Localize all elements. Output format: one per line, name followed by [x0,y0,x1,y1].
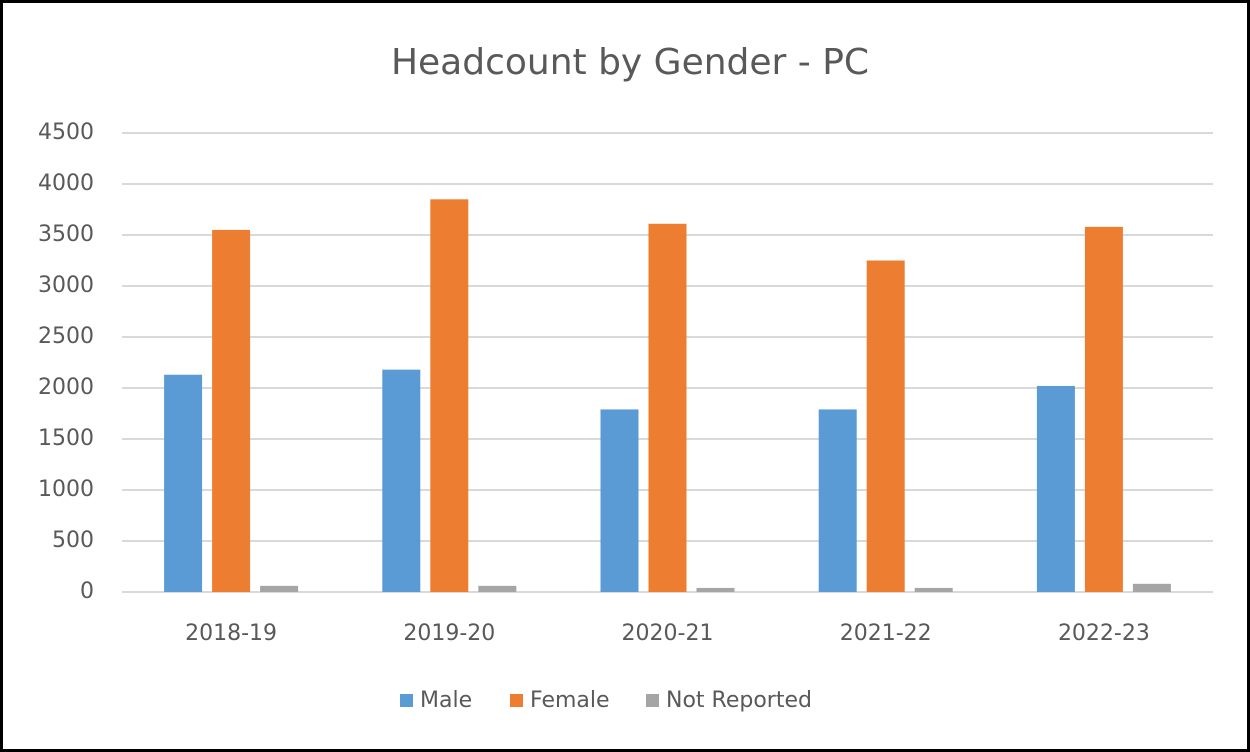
bar [1036,385,1075,592]
y-tick-label: 500 [52,528,94,553]
legend-swatch [510,694,523,707]
y-tick-label: 2000 [38,375,94,400]
y-tick-label: 3000 [38,273,94,298]
bar [1084,226,1123,592]
y-tick-label: 3500 [38,222,94,247]
legend-swatch [646,694,659,707]
y-tick-label: 4500 [38,120,94,145]
bar [430,199,469,593]
bar [696,587,735,592]
bar [866,260,905,592]
x-tick-label: 2022-23 [1058,621,1150,646]
bar [600,409,639,592]
bar [648,223,687,592]
legend-label: Not Reported [666,688,812,713]
bar [212,229,251,592]
bar [260,585,299,592]
bar [382,369,421,592]
bar [1132,583,1171,592]
y-tick-label: 4000 [38,171,94,196]
x-tick-label: 2020-21 [622,621,714,646]
legend-label: Female [530,688,610,713]
bar [818,409,857,592]
y-tick-label: 1500 [38,426,94,451]
y-tick-label: 0 [80,579,94,604]
bar [914,587,953,592]
x-tick-label: 2018-19 [185,621,277,646]
y-tick-label: 2500 [38,324,94,349]
bar [164,374,203,592]
x-tick-label: 2019-20 [403,621,495,646]
x-tick-label: 2021-22 [840,621,932,646]
y-tick-label: 1000 [38,477,94,502]
legend-swatch [400,694,413,707]
bar [478,585,517,592]
chart-title: Headcount by Gender - PC [391,42,869,83]
legend-label: Male [420,688,472,713]
